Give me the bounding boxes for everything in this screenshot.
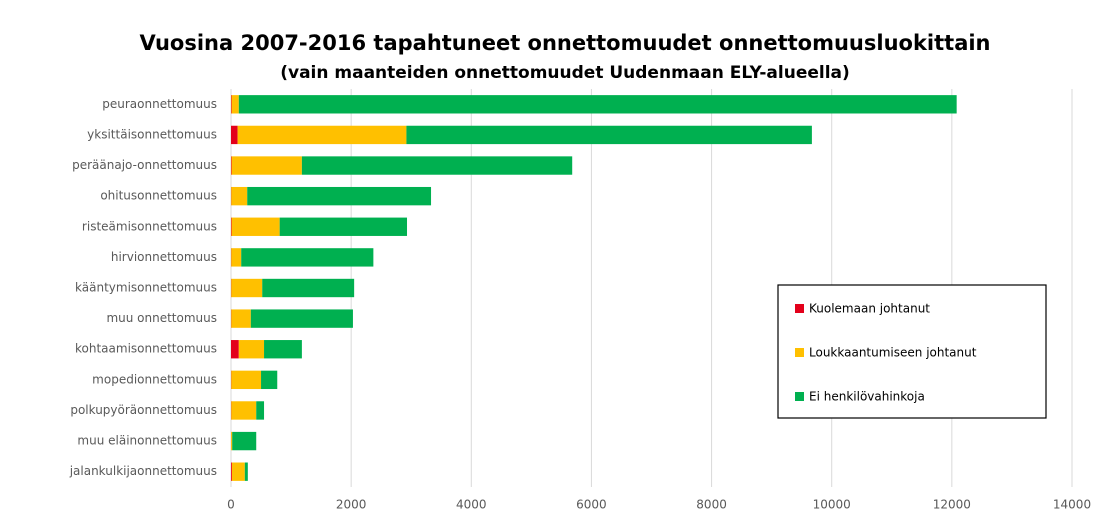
- legend-swatch: [795, 392, 804, 401]
- bar-segment: [231, 186, 248, 206]
- y-tick-label: muu onnettomuus: [106, 311, 217, 325]
- bar-segment: [231, 340, 239, 359]
- bar-segment: [262, 278, 355, 298]
- y-tick-label: kohtaamisonnettomuus: [75, 342, 217, 356]
- bar-segment: [231, 248, 242, 267]
- legend-box: [777, 284, 1047, 419]
- bar-segment: [250, 309, 353, 328]
- x-tick-label: 6000: [576, 498, 607, 512]
- bar-segment: [231, 217, 232, 236]
- legend-label: Ei henkilövahinkoja: [809, 390, 925, 404]
- y-tick-label: hirvionnettomuus: [111, 250, 217, 264]
- y-tick-label: muu eläinonnettomuus: [77, 434, 217, 448]
- bar-segment: [231, 95, 232, 114]
- x-tick-label: 14000: [1053, 498, 1091, 512]
- y-tick-label: mopedionnettomuus: [92, 372, 217, 386]
- x-tick-label: 0: [227, 498, 235, 512]
- chart-title: Vuosina 2007-2016 tapahtuneet onnettomuu…: [139, 31, 990, 55]
- x-tick-label: 10000: [813, 498, 851, 512]
- bar-segment: [231, 401, 257, 420]
- x-tick-label: 4000: [456, 498, 487, 512]
- bar-segment: [406, 125, 812, 145]
- y-tick-label: peräänajo-onnettomuus: [72, 158, 217, 172]
- bar-segment: [231, 156, 302, 175]
- bar-segment: [231, 370, 262, 390]
- bar-segment: [238, 95, 957, 114]
- bar-segment: [231, 278, 263, 298]
- x-tick-label: 12000: [933, 498, 971, 512]
- x-tick-label: 8000: [696, 498, 727, 512]
- y-tick-label: ohitusonnettomuus: [100, 189, 217, 203]
- bar-segment: [241, 248, 374, 267]
- bar-segment: [231, 431, 233, 451]
- bar-segment: [231, 217, 280, 236]
- y-tick-label: jalankulkijaonnettomuus: [69, 464, 217, 478]
- bar-segment: [256, 401, 265, 420]
- x-tick-label: 2000: [336, 498, 367, 512]
- legend-swatch: [795, 348, 804, 357]
- bar-segment: [247, 186, 432, 206]
- legend-swatch: [795, 304, 804, 313]
- bar-segment: [231, 156, 232, 175]
- legend-label: Loukkaantumiseen johtanut: [809, 346, 977, 360]
- bar-segment: [231, 95, 239, 114]
- y-tick-label: kääntymisonnettomuus: [75, 281, 217, 295]
- bar-segment: [301, 156, 573, 175]
- bar-segment: [231, 309, 251, 328]
- bar-segment: [264, 340, 302, 359]
- y-tick-label: risteämisonnettomuus: [82, 219, 217, 233]
- bar-segment: [244, 462, 248, 481]
- chart-subtitle: (vain maanteiden onnettomuudet Uudenmaan…: [280, 63, 850, 83]
- bar-segment: [279, 217, 408, 236]
- legend-label: Kuolemaan johtanut: [809, 302, 930, 316]
- bar-segment: [261, 370, 278, 390]
- bar-segment: [237, 125, 407, 145]
- bar-segment: [231, 125, 238, 145]
- bar-segment: [231, 462, 245, 481]
- bar-segment: [231, 462, 232, 481]
- y-tick-label: yksittäisonnettomuus: [87, 127, 217, 141]
- bar-segment: [238, 340, 265, 359]
- bar-segment: [232, 431, 257, 451]
- y-tick-label: polkupyöräonnettomuus: [70, 403, 217, 417]
- y-tick-label: peuraonnettomuus: [102, 97, 217, 111]
